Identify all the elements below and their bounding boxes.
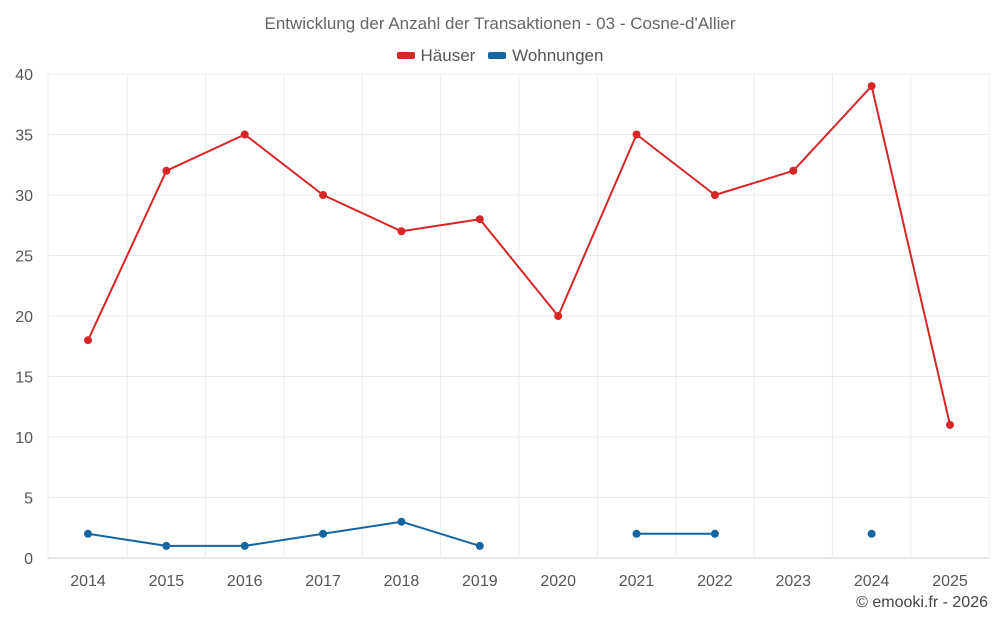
- x-tick-label: 2018: [384, 573, 420, 590]
- data-point-wohnungen: [710, 529, 719, 538]
- data-point-wohnungen: [475, 541, 484, 550]
- legend-label-haeuser: Häuser: [420, 45, 476, 65]
- x-tick-label: 2020: [540, 573, 576, 590]
- data-point-haeuser: [319, 191, 328, 199]
- y-tick-label: 15: [15, 370, 33, 387]
- data-point-haeuser: [84, 336, 92, 345]
- x-tick-label: 2025: [932, 573, 968, 590]
- data-point-haeuser: [240, 130, 249, 139]
- data-point-wohnungen: [397, 517, 406, 526]
- series-line-wohnungen: [87, 520, 481, 547]
- y-tick-label: 40: [15, 67, 33, 84]
- data-point-wohnungen: [632, 529, 641, 538]
- series-line-haeuser: [87, 85, 951, 426]
- credit-text: © emooki.fr - 2026: [856, 594, 988, 611]
- x-tick-label: 2021: [619, 573, 655, 590]
- x-tick-label: 2024: [854, 573, 890, 590]
- y-tick-label: 0: [24, 551, 33, 568]
- data-point-haeuser: [867, 82, 876, 91]
- data-point-wohnungen: [867, 529, 876, 538]
- data-point-haeuser: [554, 312, 563, 320]
- y-tick-label: 35: [15, 128, 33, 145]
- legend-item-wohnungen[interactable]: Wohnungen: [488, 46, 603, 66]
- y-tick-label: 5: [24, 491, 33, 508]
- data-point-haeuser: [397, 227, 406, 236]
- legend-item-haeuser[interactable]: Häuser: [396, 45, 476, 66]
- data-point-haeuser: [475, 215, 484, 224]
- data-point-haeuser: [710, 191, 719, 199]
- y-tick-label: 20: [15, 309, 33, 326]
- data-point-haeuser: [162, 166, 171, 175]
- x-tick-label: 2017: [305, 573, 341, 590]
- x-tick-label: 2016: [227, 573, 263, 590]
- chart-title: Entwicklung der Anzahl der Transaktionen…: [264, 14, 736, 33]
- y-tick-label: 10: [15, 430, 33, 447]
- legend-swatch-haeuser: [396, 52, 415, 59]
- y-tick-label: 30: [15, 188, 33, 205]
- data-point-wohnungen: [162, 541, 171, 550]
- x-tick-label: 2022: [697, 573, 733, 590]
- legend-swatch-wohnungen: [488, 52, 507, 59]
- data-point-wohnungen: [319, 529, 328, 538]
- data-point-haeuser: [946, 420, 954, 429]
- legend-label-wohnungen: Wohnungen: [512, 45, 604, 65]
- x-tick-label: 2023: [775, 573, 811, 590]
- x-tick-label: 2015: [149, 573, 185, 590]
- x-tick-label: 2019: [462, 573, 498, 590]
- data-point-wohnungen: [84, 529, 92, 538]
- x-tick-label: 2014: [70, 573, 106, 590]
- data-point-haeuser: [789, 166, 798, 175]
- data-point-wohnungen: [240, 541, 249, 550]
- data-point-haeuser: [632, 130, 641, 139]
- y-tick-label: 25: [15, 249, 33, 266]
- legend: Häuser Wohnungen: [0, 44, 1000, 66]
